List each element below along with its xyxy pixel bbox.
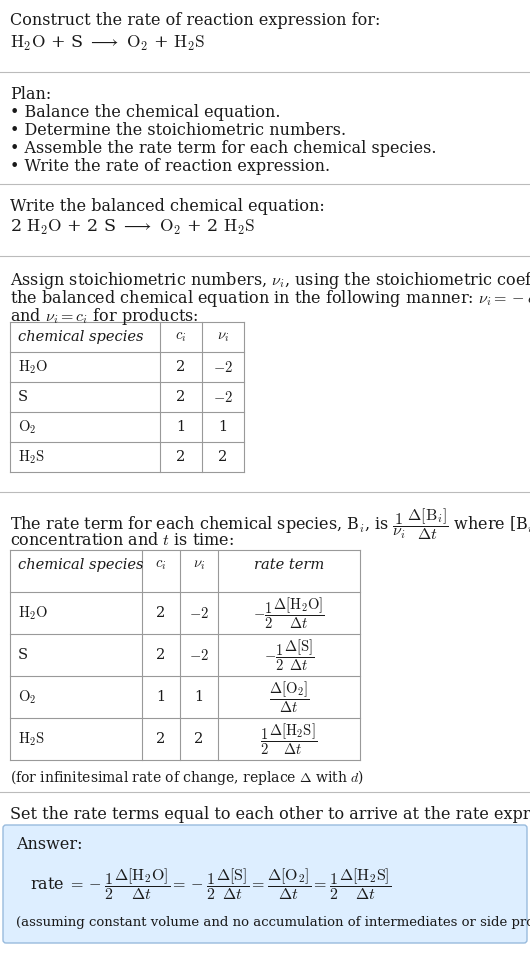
- Text: 1: 1: [176, 420, 186, 434]
- Text: $c_i$: $c_i$: [175, 330, 187, 344]
- Text: (for infinitesimal rate of change, replace $\Delta$ with $d$): (for infinitesimal rate of change, repla…: [10, 768, 364, 787]
- Text: (assuming constant volume and no accumulation of intermediates or side products): (assuming constant volume and no accumul…: [16, 916, 530, 929]
- Text: 2: 2: [156, 606, 165, 620]
- Text: • Write the rate of reaction expression.: • Write the rate of reaction expression.: [10, 158, 330, 175]
- Text: 2: 2: [176, 450, 186, 464]
- Text: $\mathrm{H_2O}$: $\mathrm{H_2O}$: [18, 604, 48, 622]
- Text: $\mathrm{H_2S}$: $\mathrm{H_2S}$: [18, 448, 45, 466]
- Text: $\mathrm{H_2S}$: $\mathrm{H_2S}$: [18, 730, 45, 748]
- Text: Assign stoichiometric numbers, $\nu_i$, using the stoichiometric coefficients, $: Assign stoichiometric numbers, $\nu_i$, …: [10, 270, 530, 291]
- Text: 2: 2: [176, 360, 186, 374]
- Text: the balanced chemical equation in the following manner: $\nu_i = -c_i$ for react: the balanced chemical equation in the fo…: [10, 288, 530, 309]
- Text: $\nu_i$: $\nu_i$: [217, 330, 229, 344]
- Text: 2 $\mathrm{H_2O}$ + 2 S $\longrightarrow$ $\mathrm{O_2}$ + 2 $\mathrm{H_2S}$: 2 $\mathrm{H_2O}$ + 2 S $\longrightarrow…: [10, 218, 255, 237]
- Text: • Determine the stoichiometric numbers.: • Determine the stoichiometric numbers.: [10, 122, 346, 139]
- Text: $\mathrm{O_2}$: $\mathrm{O_2}$: [18, 688, 37, 706]
- Text: Set the rate terms equal to each other to arrive at the rate expression:: Set the rate terms equal to each other t…: [10, 806, 530, 823]
- Text: rate term: rate term: [254, 558, 324, 572]
- Text: Write the balanced chemical equation:: Write the balanced chemical equation:: [10, 198, 325, 215]
- Text: chemical species: chemical species: [18, 558, 144, 572]
- Text: $\mathrm{H_2O}$: $\mathrm{H_2O}$: [18, 358, 48, 376]
- Text: Plan:: Plan:: [10, 86, 51, 103]
- Text: $\nu_i$: $\nu_i$: [193, 558, 205, 572]
- Text: 1: 1: [156, 690, 165, 704]
- Text: $-\dfrac{1}{2}\dfrac{\Delta[\mathrm{S}]}{\Delta t}$: $-\dfrac{1}{2}\dfrac{\Delta[\mathrm{S}]}…: [263, 637, 314, 672]
- Text: rate $= -\dfrac{1}{2}\dfrac{\Delta[\mathrm{H_2O}]}{\Delta t} = -\dfrac{1}{2}\dfr: rate $= -\dfrac{1}{2}\dfrac{\Delta[\math…: [30, 866, 392, 902]
- Text: $\dfrac{\Delta[\mathrm{O_2}]}{\Delta t}$: $\dfrac{\Delta[\mathrm{O_2}]}{\Delta t}$: [269, 679, 309, 714]
- Text: 2: 2: [218, 450, 227, 464]
- Text: $\dfrac{1}{2}\dfrac{\Delta[\mathrm{H_2S}]}{\Delta t}$: $\dfrac{1}{2}\dfrac{\Delta[\mathrm{H_2S}…: [260, 721, 317, 756]
- Text: The rate term for each chemical species, B$_i$, is $\dfrac{1}{\nu_i}\dfrac{\Delt: The rate term for each chemical species,…: [10, 506, 530, 542]
- Text: $-\dfrac{1}{2}\dfrac{\Delta[\mathrm{H_2O}]}{\Delta t}$: $-\dfrac{1}{2}\dfrac{\Delta[\mathrm{H_2O…: [253, 595, 325, 630]
- Text: chemical species: chemical species: [18, 330, 144, 344]
- Text: 2: 2: [156, 648, 165, 662]
- Text: 2: 2: [176, 390, 186, 404]
- Text: Answer:: Answer:: [16, 836, 83, 853]
- Text: • Balance the chemical equation.: • Balance the chemical equation.: [10, 104, 280, 121]
- Text: $\mathrm{H_2O}$ + S $\longrightarrow$ $\mathrm{O_2}$ + $\mathrm{H_2S}$: $\mathrm{H_2O}$ + S $\longrightarrow$ $\…: [10, 34, 205, 53]
- FancyBboxPatch shape: [3, 825, 527, 943]
- Text: $-2$: $-2$: [189, 605, 209, 621]
- Text: concentration and $t$ is time:: concentration and $t$ is time:: [10, 532, 234, 549]
- Text: 2: 2: [156, 732, 165, 746]
- Text: S: S: [18, 648, 28, 662]
- Text: 1: 1: [218, 420, 227, 434]
- Text: and $\nu_i = c_i$ for products:: and $\nu_i = c_i$ for products:: [10, 306, 199, 327]
- Text: 2: 2: [195, 732, 204, 746]
- Text: 1: 1: [195, 690, 204, 704]
- Text: • Assemble the rate term for each chemical species.: • Assemble the rate term for each chemic…: [10, 140, 437, 157]
- Text: Construct the rate of reaction expression for:: Construct the rate of reaction expressio…: [10, 12, 381, 29]
- Text: S: S: [18, 390, 28, 404]
- Text: $\mathrm{O_2}$: $\mathrm{O_2}$: [18, 419, 37, 435]
- Text: $-2$: $-2$: [189, 647, 209, 663]
- Text: $-2$: $-2$: [213, 359, 233, 375]
- Text: $-2$: $-2$: [213, 389, 233, 404]
- Text: $c_i$: $c_i$: [155, 558, 166, 572]
